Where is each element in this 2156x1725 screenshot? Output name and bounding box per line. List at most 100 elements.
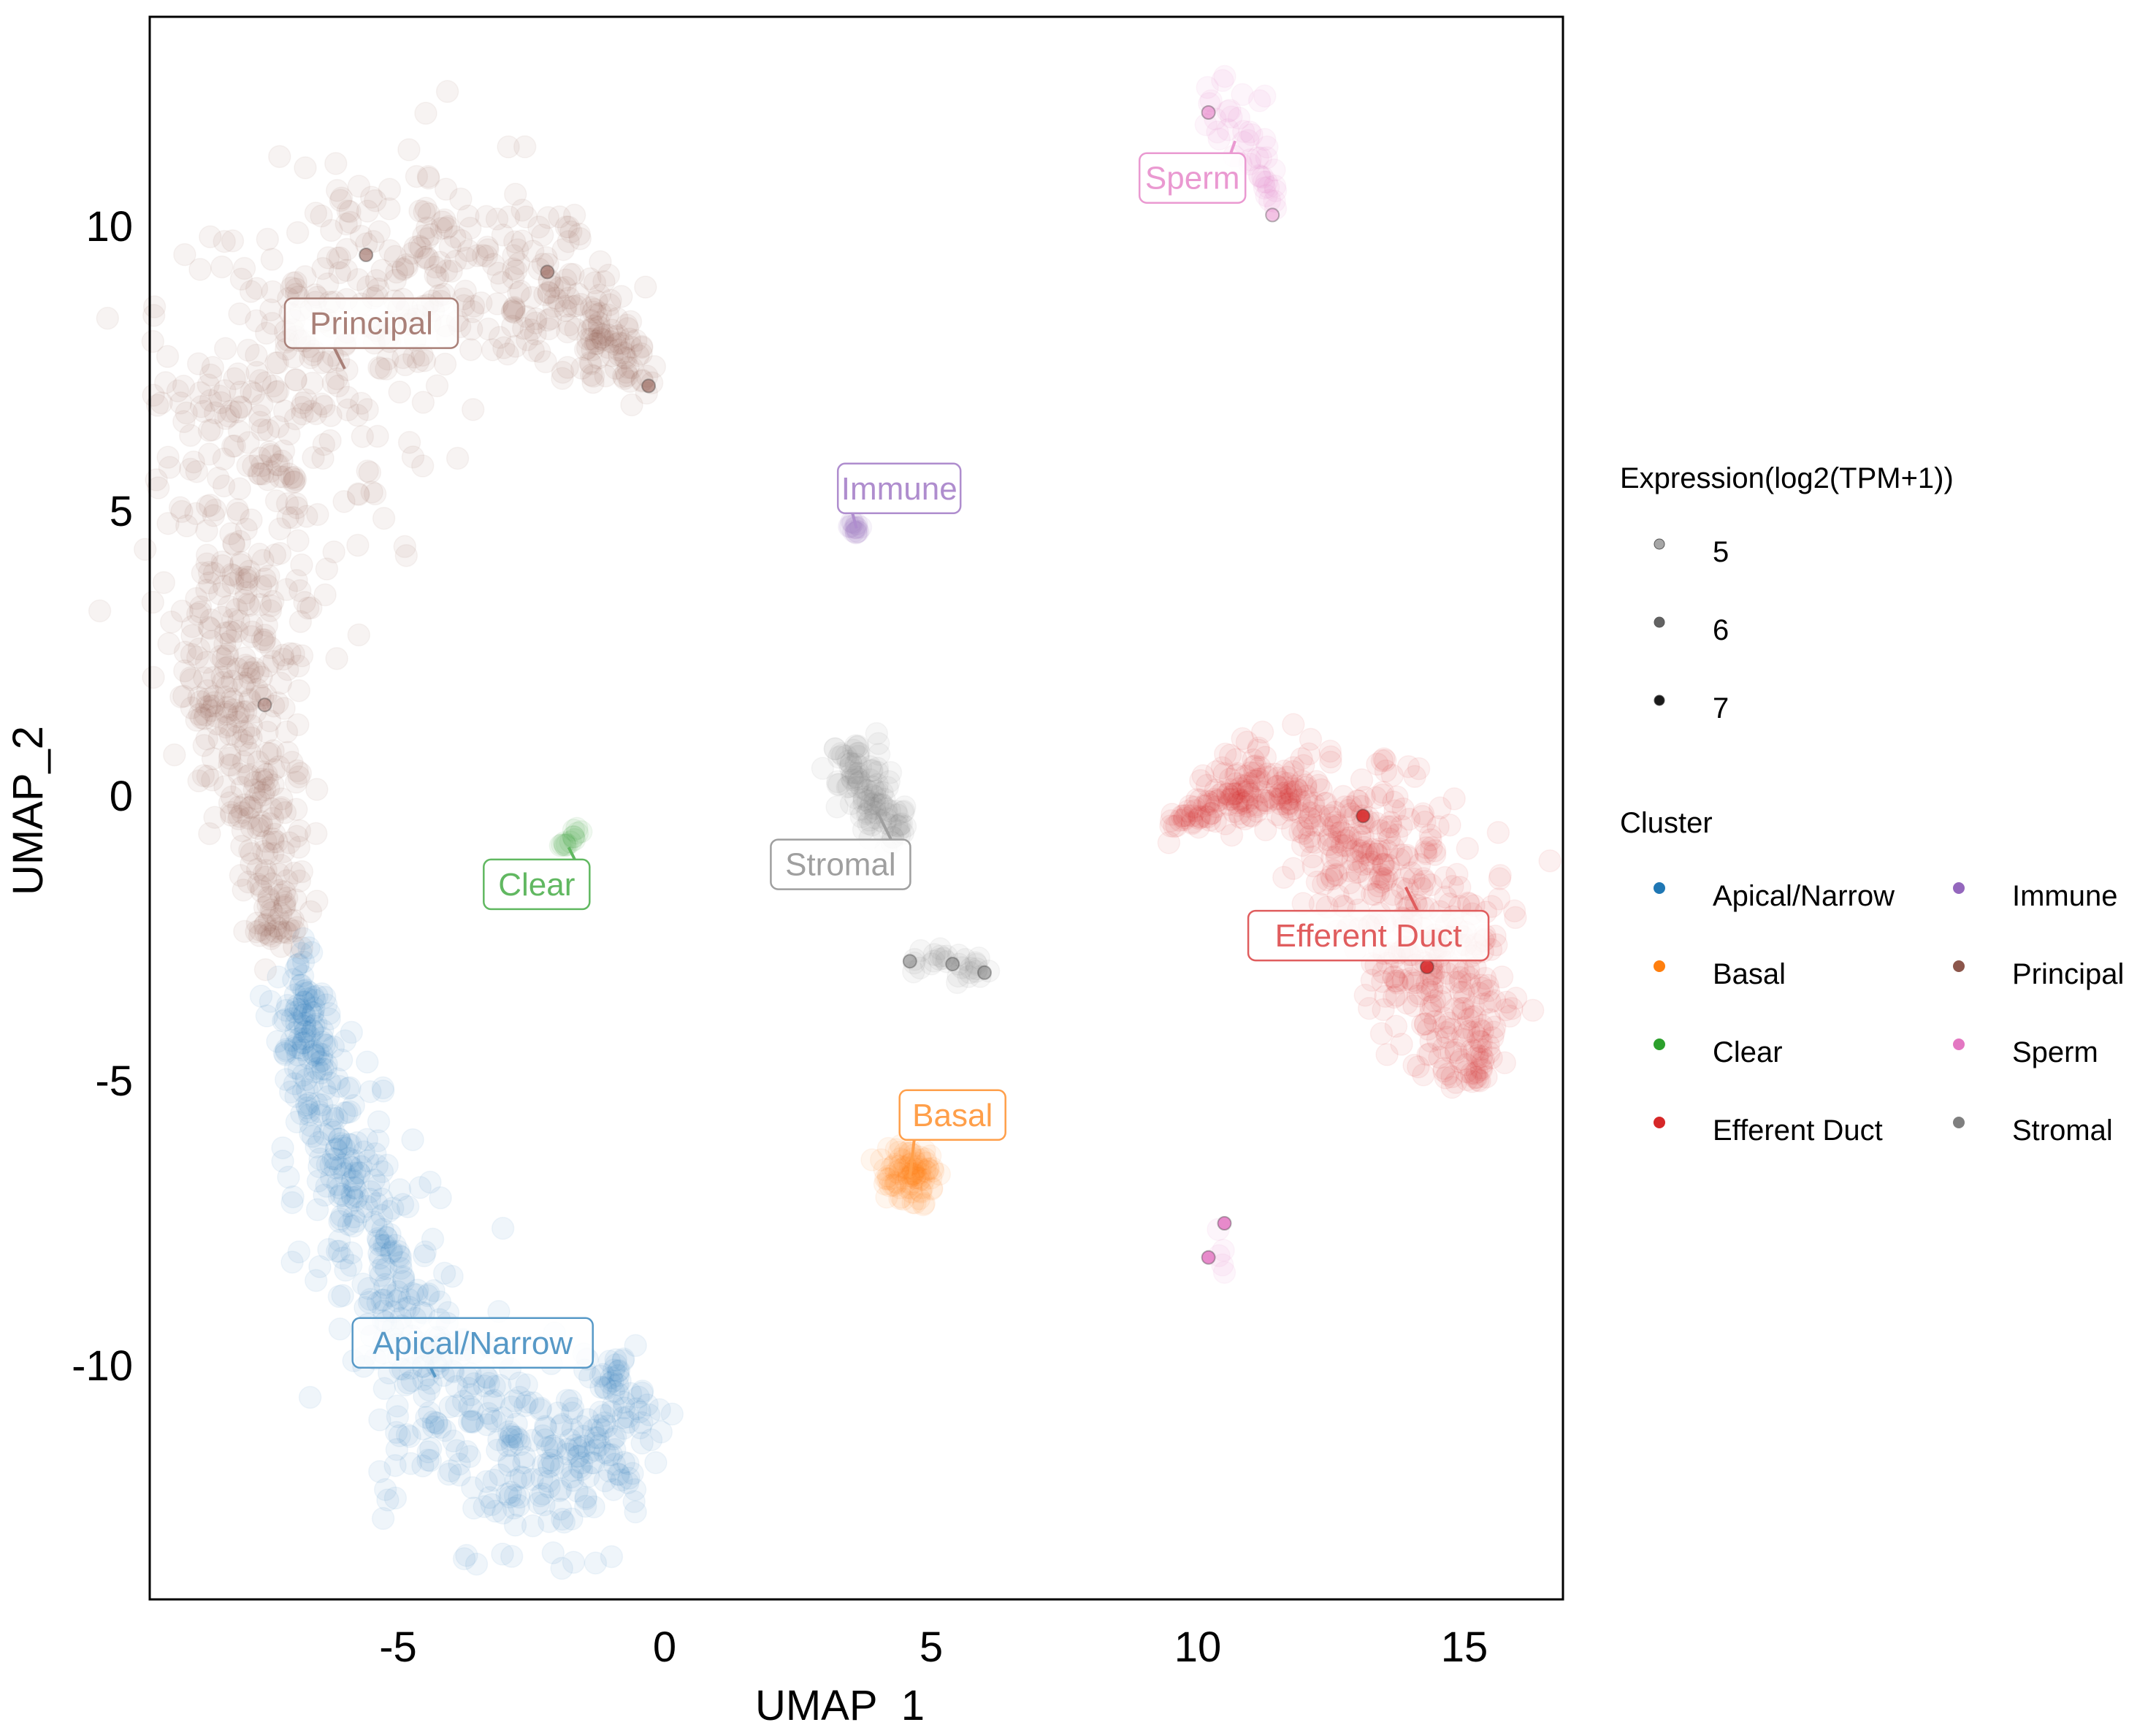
data-point — [505, 1412, 528, 1436]
data-point — [1204, 795, 1228, 819]
data-point — [219, 399, 242, 423]
data-point — [329, 1182, 353, 1206]
data-point — [188, 595, 213, 619]
data-point — [486, 261, 511, 285]
data-point — [291, 1001, 314, 1025]
data-point — [1352, 852, 1375, 876]
data-point — [287, 678, 311, 703]
cluster-legend-dot — [1953, 960, 1965, 972]
data-point — [583, 271, 607, 295]
data-point — [405, 1283, 429, 1307]
data-point — [1494, 998, 1518, 1022]
data-point — [274, 1068, 298, 1091]
data-point — [254, 830, 278, 853]
data-point — [1375, 839, 1399, 862]
data-point — [552, 831, 576, 854]
data-point — [337, 1147, 361, 1170]
data-point — [294, 156, 317, 180]
data-point — [559, 1389, 583, 1412]
data-point — [1456, 836, 1480, 860]
data-point — [221, 608, 245, 632]
data-point — [451, 1390, 475, 1413]
data-point — [613, 367, 636, 391]
data-point — [1231, 773, 1255, 798]
data-point — [266, 351, 290, 375]
data-point — [277, 462, 301, 486]
data-point — [1330, 834, 1354, 857]
data-point — [229, 396, 253, 419]
data-point — [270, 854, 293, 877]
data-point — [255, 842, 279, 865]
data-point — [1395, 991, 1419, 1015]
data-point — [849, 798, 873, 822]
data-point — [597, 264, 621, 287]
data-point — [543, 286, 567, 310]
data-point — [630, 1379, 654, 1403]
data-point — [334, 1258, 357, 1282]
data-point — [1303, 814, 1327, 837]
data-point — [295, 1078, 319, 1102]
data-point — [226, 710, 249, 734]
data-point — [865, 773, 889, 796]
cluster-legend-label: Sperm — [2012, 1036, 2098, 1068]
cluster-label-text: Efferent Duct — [1275, 918, 1462, 954]
data-point — [1326, 844, 1349, 867]
data-point — [1435, 1025, 1459, 1049]
data-point — [310, 982, 334, 1006]
data-point — [329, 188, 353, 213]
highlighted-point — [945, 957, 960, 972]
data-point — [278, 917, 301, 941]
data-point — [284, 368, 308, 391]
data-point — [1364, 842, 1388, 866]
data-point — [548, 1479, 571, 1502]
data-point — [1265, 775, 1288, 798]
expression-legend-label: 5 — [1713, 536, 1729, 568]
data-point — [1242, 755, 1266, 779]
data-point — [237, 806, 261, 830]
data-point — [229, 864, 253, 887]
data-point — [1246, 768, 1270, 791]
data-point — [425, 374, 449, 398]
data-point — [500, 299, 524, 324]
data-point — [228, 302, 251, 326]
data-point — [1488, 863, 1512, 887]
data-point — [240, 508, 263, 532]
data-point — [1467, 1068, 1490, 1092]
data-point — [169, 685, 193, 708]
data-point — [292, 1003, 316, 1027]
data-point — [199, 608, 223, 632]
data-point — [284, 997, 307, 1020]
data-point — [562, 203, 586, 227]
data-point — [364, 1192, 389, 1215]
data-point — [263, 543, 287, 567]
data-point — [281, 505, 305, 529]
data-point — [1461, 1070, 1484, 1093]
data-point — [199, 363, 223, 387]
data-point — [584, 1551, 608, 1575]
data-point — [1189, 768, 1212, 792]
data-point — [331, 1284, 354, 1307]
data-point — [220, 785, 244, 809]
data-point — [343, 1177, 367, 1200]
data-point — [492, 336, 516, 359]
data-point — [1321, 835, 1345, 860]
data-point — [456, 239, 481, 263]
data-point — [263, 822, 286, 846]
data-point — [328, 246, 352, 269]
data-point — [258, 709, 282, 733]
data-point — [300, 371, 324, 395]
data-point — [1170, 804, 1194, 828]
data-point — [1280, 782, 1304, 806]
data-point — [282, 470, 305, 494]
data-point — [1461, 995, 1485, 1019]
data-point — [395, 1423, 419, 1447]
data-point — [326, 374, 351, 398]
data-point — [1272, 865, 1296, 890]
data-point — [227, 419, 251, 443]
data-point — [296, 1096, 319, 1120]
data-point — [483, 1499, 508, 1523]
data-point — [1248, 756, 1272, 779]
data-point — [1370, 749, 1394, 773]
data-point — [1274, 781, 1298, 805]
data-point — [1176, 800, 1200, 823]
